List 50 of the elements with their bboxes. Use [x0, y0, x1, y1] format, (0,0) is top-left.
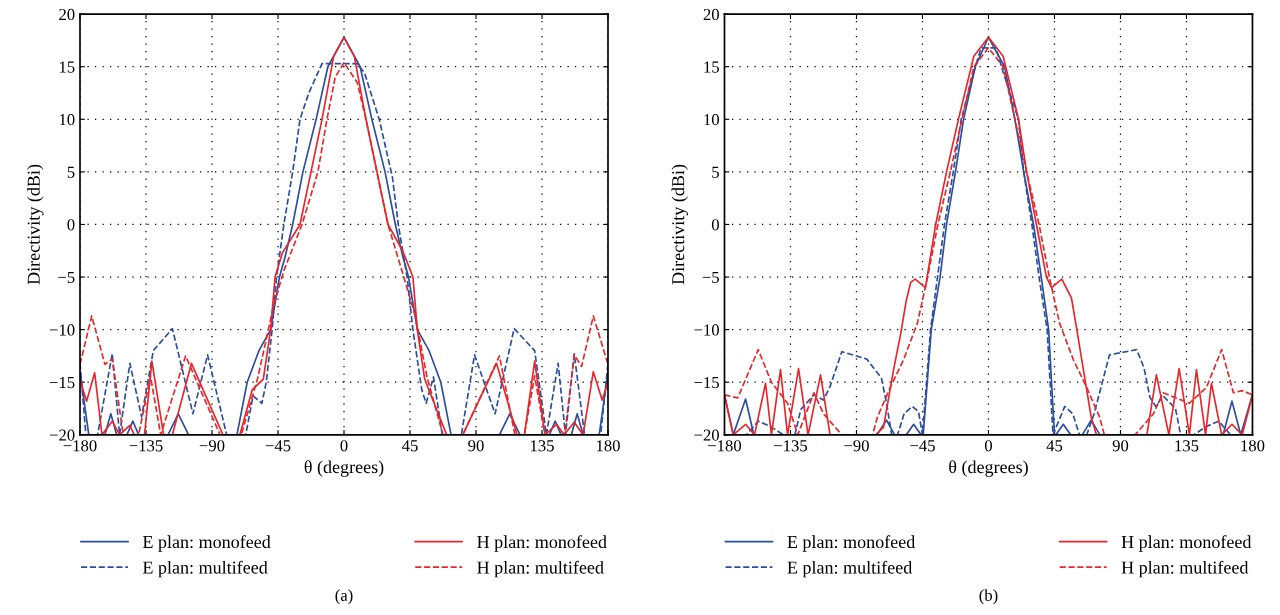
legend-label: E plan: multifeed — [142, 560, 268, 578]
y-tick-label: −10 — [49, 324, 75, 336]
legend-label: E plan: monofeed — [142, 535, 271, 552]
y-tick-label: −15 — [694, 377, 719, 389]
text: (b) — [979, 589, 998, 605]
y-tick-label: 5 — [67, 166, 75, 178]
x-tick-label: −135 — [774, 440, 808, 452]
y-tick-label: −5 — [702, 271, 719, 283]
y-tick-label: −20 — [49, 429, 75, 441]
x-tick-label: 0 — [984, 440, 993, 452]
legend-label: H plan: monofeed — [1121, 535, 1252, 552]
y-tick-label: −15 — [49, 377, 75, 389]
legend-label: E plan: multifeed — [787, 560, 913, 578]
y-tick-label: 0 — [711, 219, 719, 231]
x-tick-label: 90 — [468, 440, 484, 452]
x-tick-label: 45 — [1046, 440, 1063, 452]
x-tick-label: 90 — [1112, 440, 1129, 452]
legend-label: H plan: monofeed — [477, 535, 607, 552]
y-tick-label: 5 — [712, 166, 719, 178]
y-tick-label: −5 — [58, 271, 75, 283]
y-tick-label: 20 — [703, 8, 719, 21]
x-tick-label: 135 — [1175, 440, 1199, 452]
y-tick-label: −10 — [694, 324, 719, 336]
y-tick-label: 20 — [59, 8, 75, 21]
legend-label: H plan: multifeed — [477, 560, 604, 578]
x-tick-label: −90 — [199, 440, 225, 452]
x-tick-label: 45 — [401, 440, 418, 452]
x-tick-label: −135 — [129, 440, 163, 452]
x-tick-label: 135 — [530, 440, 554, 452]
text: (a) — [335, 589, 353, 605]
x-tick-label: −45 — [910, 440, 935, 452]
y-tick-label: 10 — [704, 114, 719, 126]
x-tick-label: −180 — [708, 440, 742, 452]
x-tick-label: −180 — [63, 440, 97, 452]
legend-label: H plan: multifeed — [1121, 560, 1249, 578]
x-tick-label: −45 — [265, 440, 291, 452]
y-tick-label: 10 — [59, 114, 75, 126]
x-axis-title: θ (degrees) — [949, 460, 1028, 477]
y-tick-label: 15 — [59, 61, 75, 73]
y-axis-title: Directivity (dBi) — [671, 164, 688, 285]
legend-label: E plan: monofeed — [787, 535, 916, 552]
x-axis-title: θ (degrees) — [304, 460, 384, 477]
x-tick-label: 180 — [1241, 440, 1265, 452]
y-axis-title: Directivity (dBi) — [27, 164, 44, 285]
y-tick-label: 0 — [67, 219, 75, 231]
y-tick-label: −20 — [694, 429, 719, 441]
y-tick-label: 15 — [704, 61, 719, 73]
x-tick-label: −90 — [844, 440, 869, 452]
x-tick-label: 180 — [596, 440, 620, 452]
x-tick-label: 0 — [340, 440, 348, 452]
